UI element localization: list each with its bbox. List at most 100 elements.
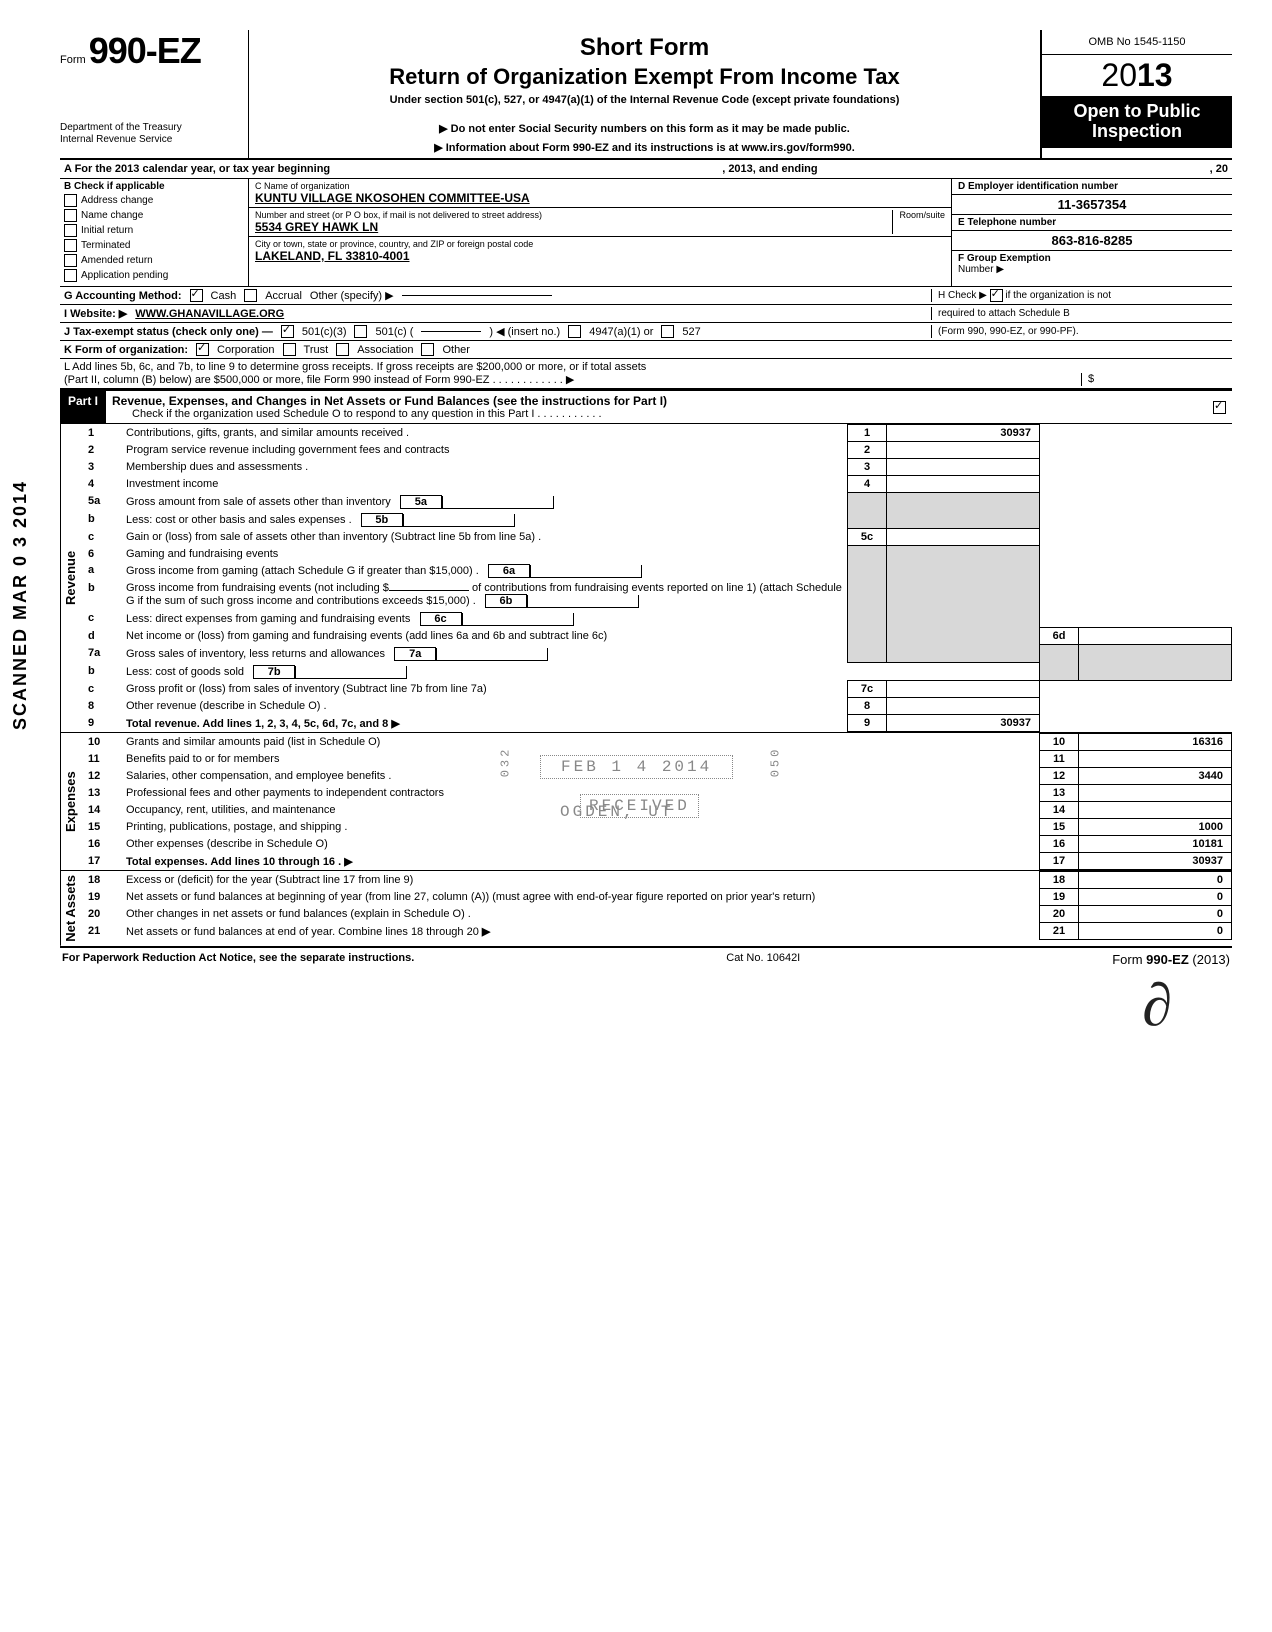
chk-amended[interactable] — [64, 254, 77, 267]
chk-527[interactable] — [661, 325, 674, 338]
lbl-amended: Amended return — [81, 255, 153, 266]
lbl-corp: Corporation — [217, 344, 274, 356]
chk-h[interactable] — [990, 289, 1003, 302]
signature: ∂ — [60, 971, 1232, 1040]
part1-title: Revenue, Expenses, and Changes in Net As… — [112, 394, 667, 408]
lbl-city: City or town, state or province, country… — [255, 239, 945, 249]
revenue-label: Revenue — [60, 424, 80, 732]
website: WWW.GHANAVILLAGE.ORG — [135, 308, 284, 320]
part1-label: Part I — [60, 391, 106, 423]
chk-initial-return[interactable] — [64, 224, 77, 237]
chk-cash[interactable] — [190, 289, 203, 302]
h-line1a: H Check ▶ — [938, 290, 987, 301]
header: Form 990-EZ Department of the Treasury I… — [60, 30, 1232, 160]
right-block: OMB No 1545-1150 2013 Open to Public Ins… — [1040, 30, 1232, 158]
footer-right: Form 990-EZ (2013) — [1112, 952, 1230, 967]
lbl-address-change: Address change — [81, 195, 153, 206]
subtitle: Under section 501(c), 527, or 4947(a)(1)… — [255, 94, 1034, 106]
expenses-table: 10Grants and similar amounts paid (list … — [80, 733, 1232, 870]
part1-header: Part I Revenue, Expenses, and Changes in… — [60, 389, 1232, 424]
chk-accrual[interactable] — [244, 289, 257, 302]
col-h: H Check ▶ if the organization is not — [931, 289, 1228, 302]
form-id-block: Form 990-EZ Department of the Treasury I… — [60, 30, 249, 158]
col-b: B Check if applicable Address change Nam… — [60, 179, 249, 286]
col-c: C Name of organization KUNTU VILLAGE NKO… — [249, 179, 951, 286]
lbl-i: I Website: ▶ — [64, 307, 127, 320]
lbl-assoc: Association — [357, 344, 413, 356]
title-block: Short Form Return of Organization Exempt… — [249, 30, 1040, 158]
row-a-mid: , 2013, and ending — [722, 163, 817, 175]
lbl-name-change: Name change — [81, 210, 143, 221]
revenue-table: 1Contributions, gifts, grants, and simil… — [80, 424, 1232, 732]
chk-other-org[interactable] — [421, 343, 434, 356]
h-line3: (Form 990, 990-EZ, or 990-PF). — [931, 325, 1228, 338]
lbl-other-method: Other (specify) ▶ — [310, 289, 394, 302]
dept-treasury: Department of the Treasury Internal Reve… — [60, 122, 240, 146]
expenses-label: Expenses — [60, 733, 80, 870]
dept-line2: Internal Revenue Service — [60, 134, 240, 146]
chk-app-pending[interactable] — [64, 269, 77, 282]
row-i: I Website: ▶ WWW.GHANAVILLAGE.ORG requir… — [60, 305, 1232, 323]
main-title: Return of Organization Exempt From Incom… — [255, 64, 1034, 90]
tax-year: 2013 — [1042, 55, 1232, 96]
footer-mid: Cat No. 10642I — [726, 952, 800, 967]
street: 5534 GREY HAWK LN — [255, 220, 892, 234]
chk-corp[interactable] — [196, 343, 209, 356]
phone: 863-816-8285 — [952, 231, 1232, 251]
chk-501c[interactable] — [354, 325, 367, 338]
col-de: D Employer identification number 11-3657… — [951, 179, 1232, 286]
lbl-accrual: Accrual — [265, 290, 302, 302]
h-line1b: if the organization is not — [1005, 290, 1111, 301]
open-line1: Open to Public — [1046, 102, 1228, 122]
chk-terminated[interactable] — [64, 239, 77, 252]
expenses-section: Expenses 10Grants and similar amounts pa… — [60, 733, 1232, 871]
lbl-app-pending: Application pending — [81, 270, 168, 281]
row-a-right: , 20 — [1210, 163, 1228, 175]
omb: OMB No 1545-1150 — [1042, 30, 1232, 55]
chk-part1-scho[interactable] — [1213, 401, 1226, 414]
year-outline: 20 — [1101, 57, 1137, 93]
org-name: KUNTU VILLAGE NKOSOHEN COMMITTEE-USA — [255, 191, 945, 205]
chk-name-change[interactable] — [64, 209, 77, 222]
netassets-table: 18Excess or (deficit) for the year (Subt… — [80, 871, 1232, 940]
row-j: J Tax-exempt status (check only one) — 5… — [60, 323, 1232, 341]
row-g: G Accounting Method: Cash Accrual Other … — [60, 287, 1232, 305]
chk-4947[interactable] — [568, 325, 581, 338]
l-amt: $ — [1081, 373, 1228, 386]
chk-address-change[interactable] — [64, 194, 77, 207]
chk-assoc[interactable] — [336, 343, 349, 356]
revenue-section: Revenue 1Contributions, gifts, grants, a… — [60, 424, 1232, 733]
lbl-j: J Tax-exempt status (check only one) — — [64, 326, 273, 338]
block-bcdef: B Check if applicable Address change Nam… — [60, 179, 1232, 287]
lbl-org-name: C Name of organization — [255, 181, 945, 191]
l-line1: L Add lines 5b, 6c, and 7b, to line 9 to… — [64, 361, 1228, 373]
lbl-street: Number and street (or P O box, if mail i… — [255, 210, 892, 220]
lbl-trust: Trust — [304, 344, 329, 356]
chk-trust[interactable] — [283, 343, 296, 356]
netassets-section: Net Assets 18Excess or (deficit) for the… — [60, 871, 1232, 947]
row-l: L Add lines 5b, 6c, and 7b, to line 9 to… — [60, 359, 1232, 389]
lbl-527: 527 — [682, 326, 700, 338]
part1-title-block: Revenue, Expenses, and Changes in Net As… — [106, 391, 1213, 423]
open-line2: Inspection — [1046, 122, 1228, 142]
footer-left: For Paperwork Reduction Act Notice, see … — [62, 952, 414, 967]
part1-sub: Check if the organization used Schedule … — [132, 408, 602, 420]
year-bold: 13 — [1137, 57, 1173, 93]
col-b-header: B Check if applicable — [64, 181, 244, 192]
note-ssn: ▶ Do not enter Social Security numbers o… — [255, 122, 1034, 135]
lbl-other-org: Other — [442, 344, 470, 356]
form-page: Form 990-EZ Department of the Treasury I… — [60, 30, 1232, 1040]
lbl-501c: 501(c) ( — [375, 326, 413, 338]
row-a-left: A For the 2013 calendar year, or tax yea… — [64, 163, 330, 175]
lbl-group-exempt: F Group Exemption — [958, 253, 1051, 264]
netassets-label: Net Assets — [60, 871, 80, 946]
lbl-501c3: 501(c)(3) — [302, 326, 347, 338]
lbl-g: G Accounting Method: — [64, 290, 182, 302]
form-number: 990-EZ — [89, 30, 201, 71]
lbl-initial-return: Initial return — [81, 225, 133, 236]
note-info: ▶ Information about Form 990-EZ and its … — [255, 141, 1034, 154]
chk-501c3[interactable] — [281, 325, 294, 338]
lbl-terminated: Terminated — [81, 240, 130, 251]
open-to-public: Open to Public Inspection — [1042, 96, 1232, 148]
ein: 11-3657354 — [952, 195, 1232, 215]
